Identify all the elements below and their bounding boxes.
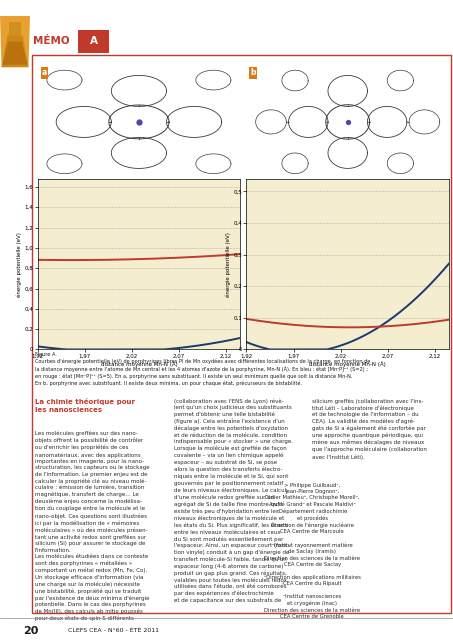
Text: a: a: [42, 68, 47, 77]
FancyBboxPatch shape: [78, 30, 109, 52]
Y-axis label: énergie potentielle (eV): énergie potentielle (eV): [16, 232, 22, 296]
Text: (collaboration avec l'ENS de Lyon) révè-
lent qu'un choix judicieux des substitu: (collaboration avec l'ENS de Lyon) révè-…: [173, 398, 293, 603]
Polygon shape: [2, 42, 28, 65]
Y-axis label: énergie potentielle (eV): énergie potentielle (eV): [225, 232, 231, 296]
Polygon shape: [1, 16, 29, 32]
X-axis label: distance moyenne Mn-N (Å): distance moyenne Mn-N (Å): [101, 362, 177, 367]
Text: 20: 20: [23, 625, 38, 636]
Text: silicium greffés (collaboration avec l'Ins-
titut Léti – Laboratoire d'électroni: silicium greffés (collaboration avec l'I…: [312, 398, 427, 472]
Text: Chimie pour le nucléaire: Chimie pour le nucléaire: [39, 6, 200, 19]
Text: CLEFS CEA - N°60 - ÉTÉ 2011: CLEFS CEA - N°60 - ÉTÉ 2011: [68, 628, 159, 633]
Text: Les molécules greffées sur des nano-
objets offrent la possibilité de contrôler
: Les molécules greffées sur des nano- obj…: [35, 431, 149, 621]
Polygon shape: [0, 16, 30, 67]
Text: A: A: [90, 36, 98, 46]
Text: b: b: [251, 68, 256, 77]
Text: > Philippe Guilbaud¹,
Jean-Pierre Dognon²,
Didier Mathieu³, Christophe Morell⁴,
: > Philippe Guilbaud¹, Jean-Pierre Dognon…: [264, 483, 361, 619]
X-axis label: distance moyenne Mn-N (Å): distance moyenne Mn-N (Å): [309, 362, 386, 367]
Text: MÉMO: MÉMO: [34, 36, 70, 46]
Text: Figure A.
Courbes d'énergie potentielle (eV) de porphyrines libres Pl de Mn oxyd: Figure A. Courbes d'énergie potentielle …: [34, 352, 370, 387]
Text: La chimie théorique pour
les nanosciences: La chimie théorique pour les nanoscience…: [35, 398, 135, 413]
Polygon shape: [1, 35, 29, 67]
Polygon shape: [9, 22, 21, 35]
